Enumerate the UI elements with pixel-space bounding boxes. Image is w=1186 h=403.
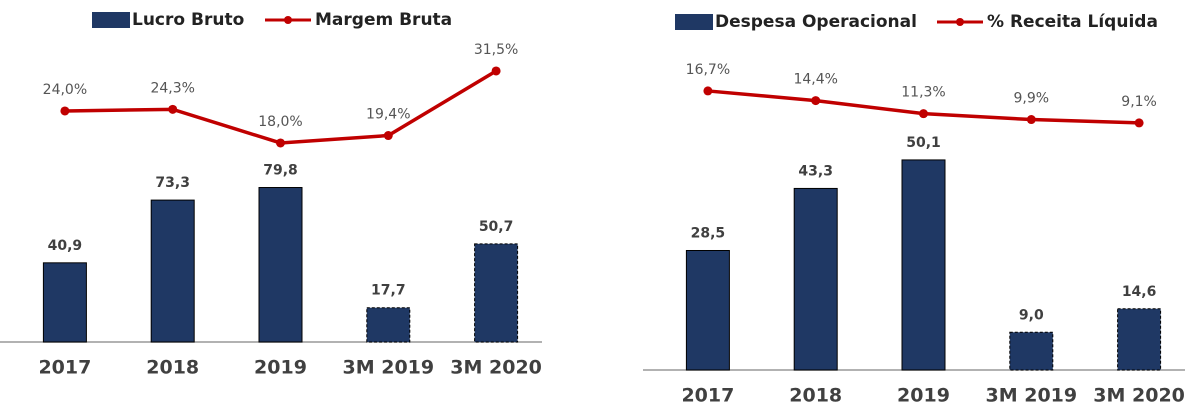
x-tick-label: 2018: [789, 385, 842, 403]
data-label: 19,4%: [366, 107, 410, 123]
line: [64, 69, 497, 145]
data-label: 16,7%: [686, 62, 730, 78]
legend-label: % Receita Líquida: [987, 12, 1158, 32]
line-marker: [168, 104, 178, 114]
line-marker: [1134, 118, 1144, 128]
line-marker: [1026, 115, 1036, 125]
x-tick-label: 3M 2019: [342, 357, 434, 379]
x-tick-label: 3M 2020: [1093, 385, 1185, 403]
data-label: 9,1%: [1121, 94, 1157, 110]
bar: [366, 307, 411, 343]
data-label: 28,5: [691, 225, 726, 241]
data-label: 43,3: [798, 163, 833, 179]
data-label: 11,3%: [901, 85, 945, 101]
bar: [1117, 308, 1162, 371]
data-label: 18,0%: [258, 114, 302, 130]
data-label: 24,0%: [43, 82, 87, 98]
data-label: 73,3: [155, 175, 190, 191]
bar: [474, 243, 519, 343]
data-label: 24,3%: [150, 80, 194, 96]
legend-marker: [956, 18, 964, 26]
legend-swatch: [675, 14, 713, 30]
legend-marker: [284, 16, 292, 24]
bar: [42, 262, 87, 343]
line-marker: [276, 138, 285, 148]
data-label: 14,6: [1122, 284, 1157, 300]
data-label: 17,7: [371, 283, 406, 299]
x-tick-label: 2019: [254, 357, 307, 379]
line-marker: [703, 86, 713, 96]
data-label: 9,0: [1019, 307, 1044, 323]
x-tick-label: 2019: [897, 385, 950, 403]
x-tick-label: 2017: [681, 385, 734, 403]
bar: [685, 249, 730, 371]
x-tick-label: 3M 2020: [450, 357, 542, 379]
legend-label: Despesa Operacional: [715, 12, 917, 32]
data-label: 40,9: [48, 238, 83, 254]
data-label: 79,8: [263, 163, 298, 179]
legend-label: Lucro Bruto: [132, 10, 244, 30]
legend-label: Margem Bruta: [315, 10, 452, 30]
legend-swatch: [92, 12, 130, 28]
x-tick-label: 2018: [146, 357, 199, 379]
data-label: 9,9%: [1014, 91, 1050, 107]
x-tick-label: 2017: [38, 357, 91, 379]
data-label: 50,1: [906, 135, 941, 151]
x-tick-label: 3M 2019: [985, 385, 1077, 403]
data-label: 14,4%: [793, 72, 837, 88]
bar: [1009, 331, 1054, 371]
bar: [150, 199, 195, 343]
line-marker: [919, 109, 928, 119]
bar: [901, 159, 946, 371]
data-label: 31,5%: [474, 42, 518, 58]
line-marker: [60, 106, 70, 116]
line-marker: [491, 66, 501, 76]
line-marker: [383, 131, 393, 141]
bar: [793, 187, 838, 371]
bar: [258, 187, 303, 343]
data-label: 50,7: [479, 219, 514, 235]
line-marker: [811, 96, 821, 106]
